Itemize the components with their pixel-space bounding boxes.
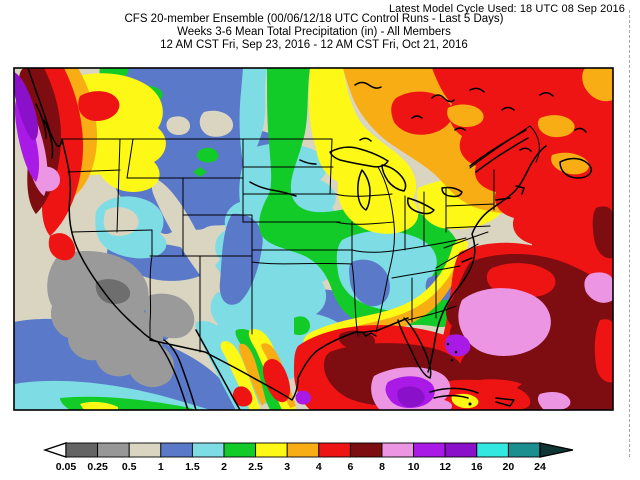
colorbar-segment [476, 442, 509, 458]
frame-divider-line [629, 10, 630, 457]
colorbar-segment [128, 442, 162, 458]
colorbar-segment [381, 442, 415, 458]
colorbar-tick-label: 0.25 [87, 461, 108, 473]
colorbar-underflow-arrow [42, 442, 67, 458]
title-block: CFS 20-member Ensemble (00/06/12/18 UTC … [14, 13, 614, 52]
colorbar-overflow-arrow [539, 442, 574, 458]
colorbar-tick-label: 0.05 [56, 461, 77, 473]
colorbar-segment [286, 442, 320, 458]
colorbar-tick-label: 2.5 [248, 461, 263, 473]
colorbar-tick-label: 1 [158, 461, 164, 473]
colorbar-segment [318, 442, 351, 458]
colorbar-tick-label: 24 [534, 461, 546, 473]
colorbar-segment [160, 442, 193, 458]
colorbar-segment [413, 442, 446, 458]
colorbar-tick-label: 20 [503, 461, 515, 473]
colorbar-tick-label: 4 [316, 461, 322, 473]
colorbar-tick-label: 0.5 [122, 461, 137, 473]
colorbar-segment [255, 442, 288, 458]
colorbar-segment [191, 442, 225, 458]
colorbar-segment [223, 442, 257, 458]
colorbar-legend: 0.05 0.25 0.5 1 1.5 2 2.5 3 4 6 8 10 12 16 20 24 [42, 442, 574, 473]
colorbar-tick-label: 1.5 [185, 461, 200, 473]
colorbar-tick-label: 16 [471, 461, 483, 473]
colorbar-segment [97, 442, 130, 458]
colorbar-segment [349, 442, 383, 458]
colorbar-tick-label: 8 [379, 461, 385, 473]
colorbar-tick-label: 3 [284, 461, 290, 473]
colorbar-segment [444, 442, 478, 458]
title-line-3: 12 AM CST Fri, Sep 23, 2016 - 12 AM CST … [160, 39, 468, 51]
colorbar-tick-label: 12 [439, 461, 451, 473]
colorbar-tick-label: 2 [221, 461, 227, 473]
title-line-1: CFS 20-member Ensemble (00/06/12/18 UTC … [124, 13, 504, 25]
colorbar-tick-label: 6 [347, 461, 353, 473]
title-line-2: Weeks 3-6 Mean Total Precipitation (in) … [177, 26, 451, 38]
model-cycle-note: Latest Model Cycle Used: 18 UTC 08 Sep 2… [388, 3, 625, 15]
colorbar-segment [507, 442, 541, 458]
colorbar-segment [65, 442, 99, 458]
colorbar-tick-label: 10 [408, 461, 420, 473]
